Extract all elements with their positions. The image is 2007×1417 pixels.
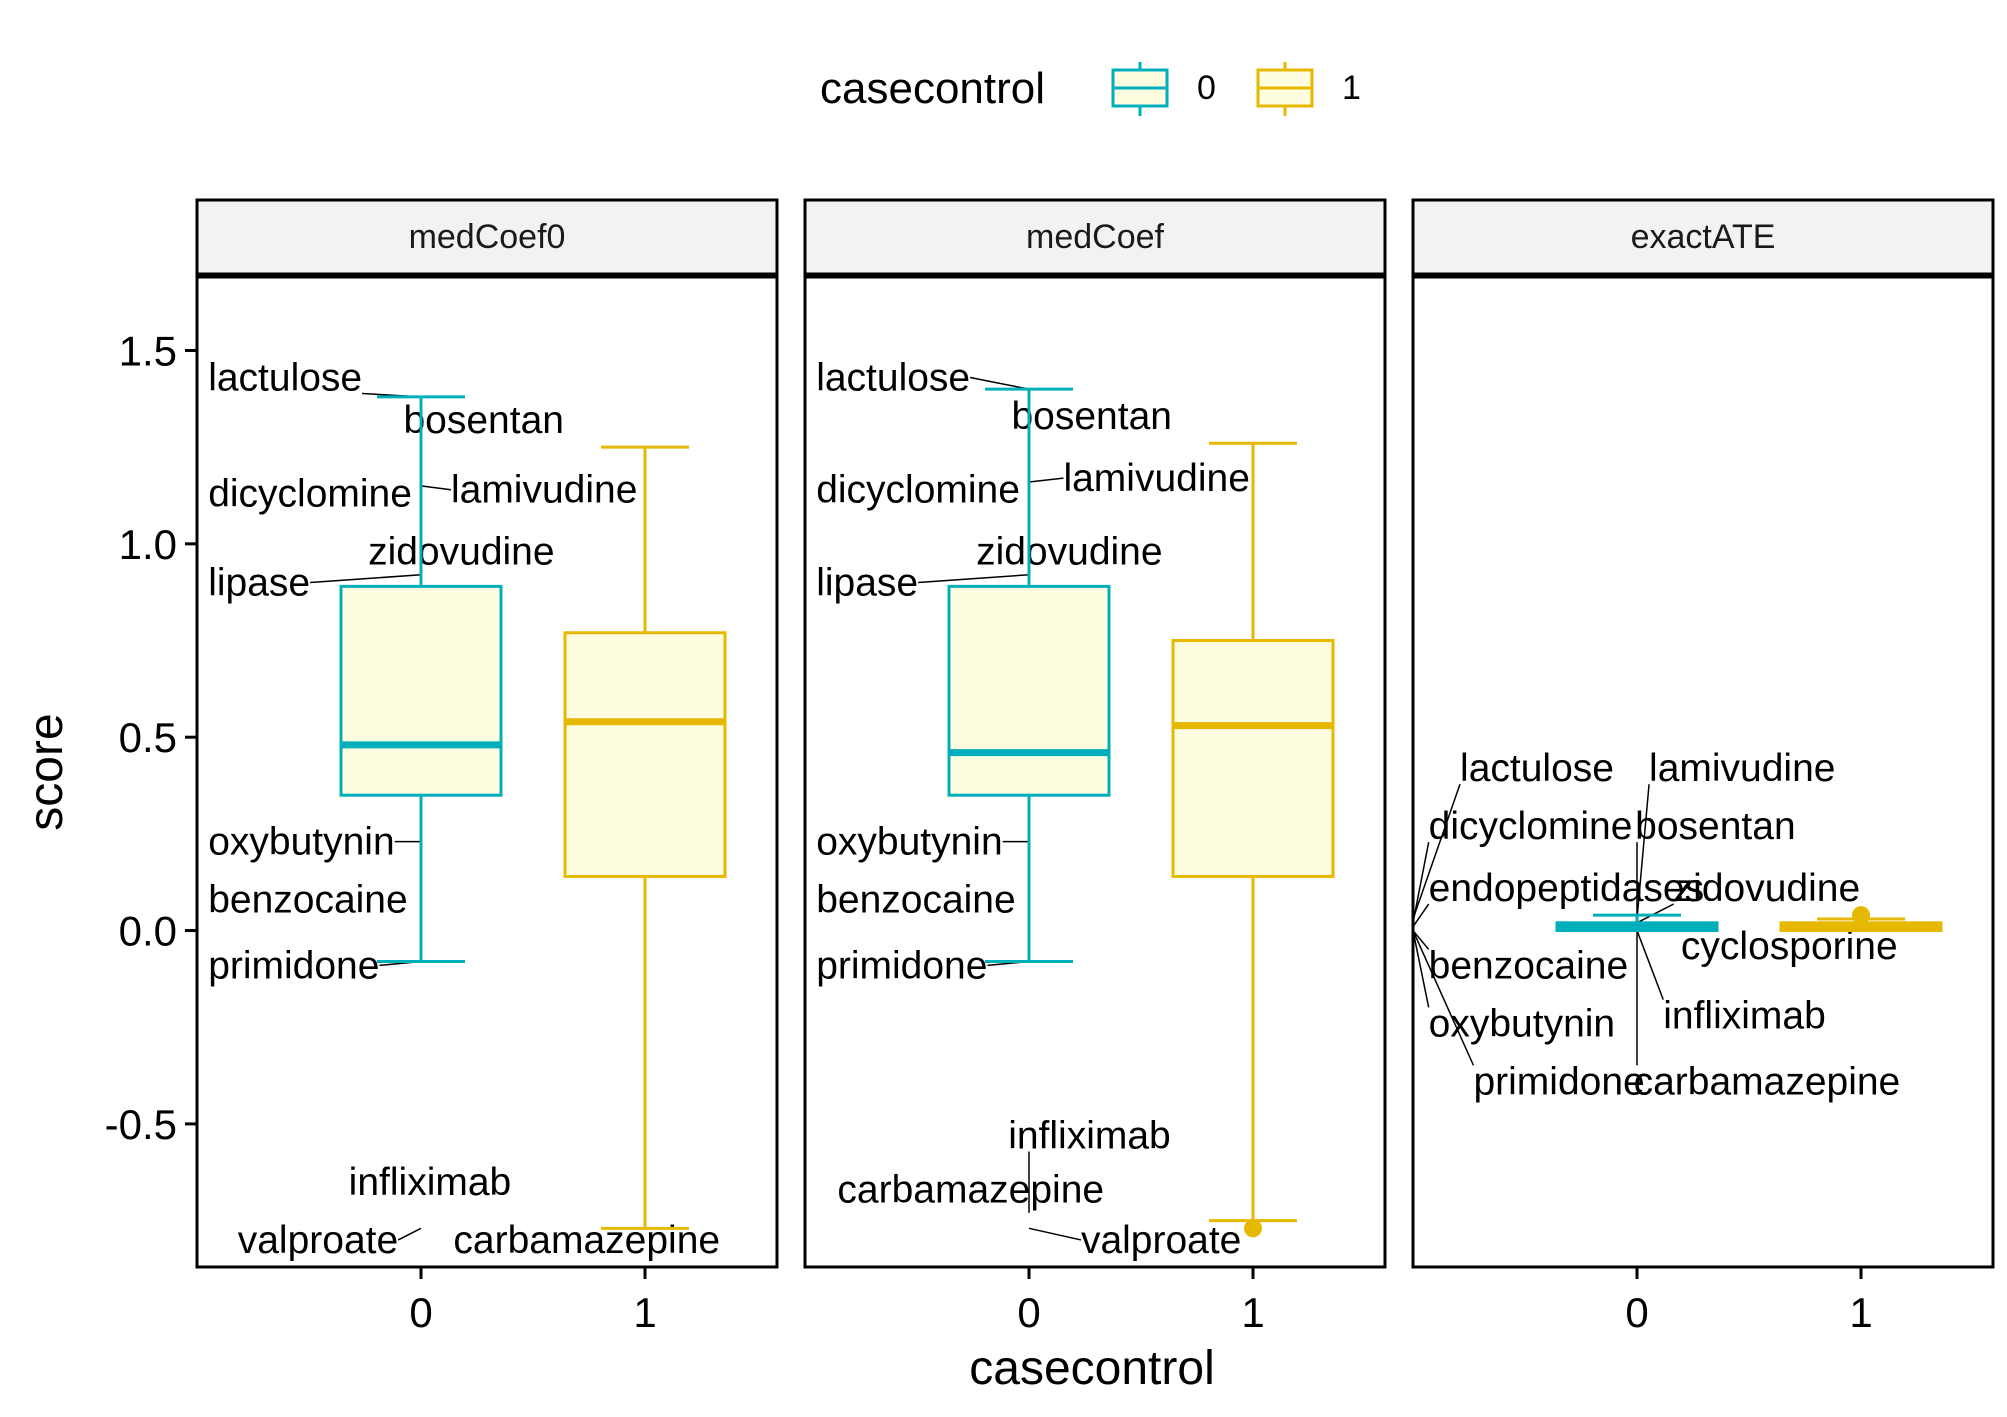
drug-label: dicyclomine	[1429, 805, 1633, 848]
x-tick-label: 0	[1017, 1289, 1040, 1336]
drug-label: lamivudine	[1649, 747, 1835, 790]
box-group-1	[1171, 441, 1335, 1238]
legend-key-1	[1256, 62, 1314, 116]
drug-label: infliximab	[1008, 1115, 1171, 1158]
drug-label: lamivudine	[1063, 457, 1249, 500]
facet-panel-exactATE: exactATE 0 1 lactulose lamivudine dicyclomine…	[1411, 198, 1995, 1336]
iqr-box	[1171, 639, 1335, 878]
drug-label: carbamazepine	[453, 1219, 720, 1262]
legend: casecontrol 0 1	[820, 62, 1361, 116]
box-group-0	[339, 395, 503, 963]
drug-label: primidone	[208, 944, 379, 987]
label-leader-line	[1412, 903, 1430, 928]
drug-label: zidovudine	[976, 531, 1162, 574]
facet-strip	[803, 198, 1387, 276]
x-tick-label: 1	[633, 1289, 656, 1336]
box-group-0	[1555, 913, 1719, 933]
y-axis: -0.5 0.0 0.5 1.0 1.5	[105, 327, 197, 1148]
facet-strip	[1411, 198, 1995, 276]
drug-label: carbamazepine	[837, 1169, 1104, 1212]
iqr-box	[947, 584, 1111, 797]
label-leader-line	[1412, 930, 1430, 1008]
panel-frame	[1411, 275, 1995, 1269]
drug-label: zidovudine	[1674, 867, 1860, 910]
facet-strip-label: medCoef	[1026, 218, 1165, 256]
label-leader-line	[310, 574, 422, 584]
drug-label: lamivudine	[451, 469, 637, 512]
drug-label: carbamazepine	[1634, 1060, 1901, 1103]
drug-label: valproate	[1081, 1219, 1241, 1262]
y-tick-label: 1.5	[119, 327, 177, 374]
drug-label: primidone	[1473, 1060, 1644, 1103]
x-tick-label: 1	[1849, 1289, 1872, 1336]
drug-label: lactulose	[208, 357, 362, 400]
label-leader-line	[918, 574, 1030, 584]
label-leader-line	[1412, 930, 1475, 1066]
label-leader-line	[1028, 1227, 1082, 1241]
drug-label: benzocaine	[208, 879, 408, 922]
drug-label: endopeptidases	[1429, 867, 1704, 910]
drug-label: infliximab	[349, 1161, 512, 1204]
facet-strip-label: exactATE	[1631, 218, 1776, 256]
drug-label: valproate	[238, 1219, 398, 1262]
y-tick-label: 0.0	[119, 908, 177, 955]
x-tick-label: 0	[409, 1289, 432, 1336]
outlier-point	[1852, 906, 1870, 925]
label-leader-line	[397, 1227, 422, 1241]
label-leader-line	[1412, 930, 1430, 950]
facet-panel-medCoef: medCoef 0 1 lactulose bosentan dicyclomine lam…	[803, 198, 1387, 1336]
label-leader-line	[420, 485, 452, 491]
drug-label: bosentan	[1635, 805, 1795, 848]
drug-label: lipase	[816, 562, 918, 605]
drug-label: bosentan	[403, 399, 563, 442]
drug-label: oxybutynin	[1429, 1002, 1615, 1045]
label-leader-line	[1636, 930, 1664, 1000]
y-tick-label: 0.5	[119, 714, 177, 761]
x-tick-label: 1	[1241, 1289, 1264, 1336]
outlier-point	[1244, 1219, 1262, 1238]
label-leader-line	[1412, 783, 1461, 920]
drug-label: cyclosporine	[1681, 925, 1898, 968]
iqr-box	[339, 584, 503, 797]
drug-label: lactulose	[816, 357, 970, 400]
box-group-0	[947, 387, 1111, 963]
facet-strip	[195, 198, 779, 276]
y-tick-label: -0.5	[105, 1101, 177, 1148]
facet-strip-label: medCoef0	[409, 218, 566, 256]
y-tick-label: 1.0	[119, 521, 177, 568]
facet-panel-medCoef0: medCoef0 0 1 lactulose bosentan dicyclomine la…	[195, 198, 779, 1336]
drug-label: oxybutynin	[208, 821, 394, 864]
drug-label: infliximab	[1663, 995, 1826, 1038]
iqr-box	[563, 631, 727, 878]
drug-label: lipase	[208, 562, 310, 605]
box-group-1	[1779, 906, 1943, 933]
label-leader-line	[1028, 477, 1064, 483]
drug-label: bosentan	[1011, 395, 1171, 438]
drug-label: oxybutynin	[816, 821, 1002, 864]
legend-key-0	[1111, 62, 1169, 116]
drug-label: primidone	[816, 944, 987, 987]
legend-title: casecontrol	[820, 64, 1045, 113]
legend-label-0: 0	[1197, 69, 1216, 107]
label-leader-line	[1636, 784, 1650, 920]
label-leader-line	[1636, 903, 1675, 924]
box-group-1	[563, 445, 727, 1230]
x-tick-label: 0	[1625, 1289, 1648, 1336]
label-leader-line	[1412, 841, 1430, 923]
drug-label: zidovudine	[368, 531, 554, 574]
drug-label: benzocaine	[1429, 944, 1629, 987]
x-axis-title: casecontrol	[969, 1342, 1214, 1395]
drug-label: benzocaine	[816, 879, 1016, 922]
y-axis-title: score	[20, 713, 73, 830]
drug-label: dicyclomine	[208, 473, 412, 516]
drug-label: lactulose	[1460, 747, 1614, 790]
drug-label: dicyclomine	[816, 469, 1020, 512]
label-leader-line	[969, 376, 1030, 390]
legend-label-1: 1	[1342, 69, 1361, 107]
